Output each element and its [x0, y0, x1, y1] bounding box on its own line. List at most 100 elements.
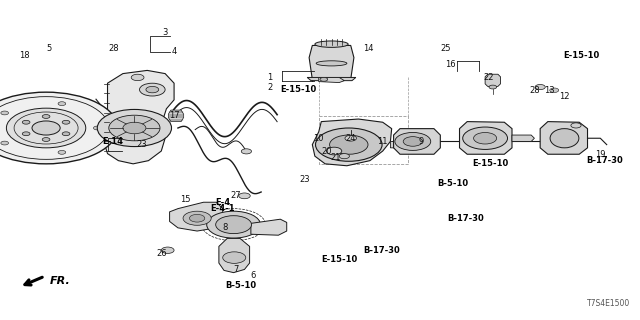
Text: 19: 19	[595, 150, 605, 159]
Text: E-15-10: E-15-10	[321, 255, 357, 264]
Text: 28: 28	[109, 44, 119, 53]
Circle shape	[339, 154, 349, 159]
Text: 23: 23	[300, 175, 310, 184]
Circle shape	[62, 120, 70, 124]
Circle shape	[550, 88, 559, 92]
Text: E-15-10: E-15-10	[563, 51, 599, 60]
Polygon shape	[312, 119, 392, 166]
Ellipse shape	[315, 41, 348, 47]
Circle shape	[22, 120, 30, 124]
Text: 20: 20	[321, 147, 332, 156]
Text: 8: 8	[223, 223, 228, 232]
Text: 23: 23	[137, 140, 147, 149]
Circle shape	[463, 127, 508, 149]
Polygon shape	[219, 238, 250, 273]
Circle shape	[146, 86, 159, 93]
Text: E-14: E-14	[102, 137, 123, 146]
Circle shape	[189, 214, 205, 222]
Polygon shape	[485, 74, 500, 86]
Text: E-15-10: E-15-10	[472, 159, 508, 168]
Circle shape	[395, 132, 431, 150]
Circle shape	[58, 150, 66, 154]
Circle shape	[207, 211, 260, 238]
Text: 27: 27	[230, 191, 241, 200]
Circle shape	[216, 216, 252, 234]
Polygon shape	[319, 77, 344, 83]
Circle shape	[239, 193, 250, 199]
Text: 14: 14	[364, 44, 374, 53]
Polygon shape	[170, 202, 223, 231]
Circle shape	[403, 137, 422, 146]
Circle shape	[58, 102, 66, 106]
Circle shape	[123, 122, 146, 134]
Circle shape	[0, 92, 118, 164]
Text: 13: 13	[544, 86, 554, 95]
Ellipse shape	[316, 61, 347, 66]
Text: 22: 22	[484, 73, 494, 82]
Text: 15: 15	[180, 195, 191, 204]
Text: 5: 5	[46, 44, 51, 53]
Circle shape	[6, 108, 86, 148]
Polygon shape	[251, 219, 287, 235]
Text: 21: 21	[330, 153, 340, 162]
Circle shape	[42, 115, 50, 118]
Text: 7: 7	[233, 265, 238, 274]
Text: 10: 10	[314, 134, 324, 143]
Circle shape	[62, 132, 70, 136]
Text: B-5-10: B-5-10	[225, 281, 256, 290]
Text: 25: 25	[440, 44, 451, 53]
Circle shape	[223, 252, 246, 263]
Circle shape	[161, 247, 174, 253]
Circle shape	[241, 149, 252, 154]
Circle shape	[32, 121, 60, 135]
Circle shape	[42, 138, 50, 141]
Polygon shape	[512, 135, 534, 141]
Polygon shape	[307, 77, 356, 81]
Polygon shape	[394, 129, 440, 154]
Polygon shape	[168, 110, 184, 122]
Text: 28: 28	[530, 86, 540, 95]
Circle shape	[131, 74, 144, 81]
Text: 9: 9	[419, 137, 424, 146]
Circle shape	[535, 84, 545, 90]
Text: B-5-10: B-5-10	[438, 179, 468, 188]
Circle shape	[1, 141, 8, 145]
Circle shape	[97, 109, 172, 147]
Text: 16: 16	[445, 60, 456, 69]
Text: 2: 2	[268, 83, 273, 92]
Circle shape	[571, 123, 581, 128]
Polygon shape	[104, 70, 174, 164]
Text: FR.: FR.	[50, 276, 70, 286]
Circle shape	[345, 135, 356, 141]
Circle shape	[330, 135, 368, 154]
Circle shape	[326, 147, 342, 155]
Text: B-17-30: B-17-30	[586, 156, 623, 165]
Circle shape	[474, 132, 497, 144]
Polygon shape	[460, 122, 512, 154]
Circle shape	[183, 211, 211, 225]
Text: 1: 1	[268, 73, 273, 82]
Ellipse shape	[550, 129, 579, 148]
Text: 11: 11	[378, 137, 388, 146]
Text: B-17-30: B-17-30	[447, 214, 484, 223]
Text: 17: 17	[169, 111, 179, 120]
Circle shape	[1, 111, 8, 115]
Circle shape	[320, 77, 328, 81]
Text: 26: 26	[156, 249, 166, 258]
Circle shape	[316, 128, 382, 161]
Text: E-4-1: E-4-1	[211, 204, 235, 213]
Polygon shape	[390, 141, 411, 148]
Text: 4: 4	[172, 47, 177, 56]
Text: E-15-10: E-15-10	[280, 85, 316, 94]
Text: B-17-30: B-17-30	[363, 246, 400, 255]
Polygon shape	[540, 122, 588, 154]
Circle shape	[22, 132, 30, 136]
Circle shape	[109, 115, 160, 141]
Text: 18: 18	[19, 51, 29, 60]
Text: 6: 6	[251, 271, 256, 280]
Text: E-4: E-4	[215, 198, 230, 207]
Text: 24: 24	[346, 134, 356, 143]
Circle shape	[489, 85, 497, 89]
Text: T7S4E1500: T7S4E1500	[587, 299, 630, 308]
Circle shape	[140, 83, 165, 96]
